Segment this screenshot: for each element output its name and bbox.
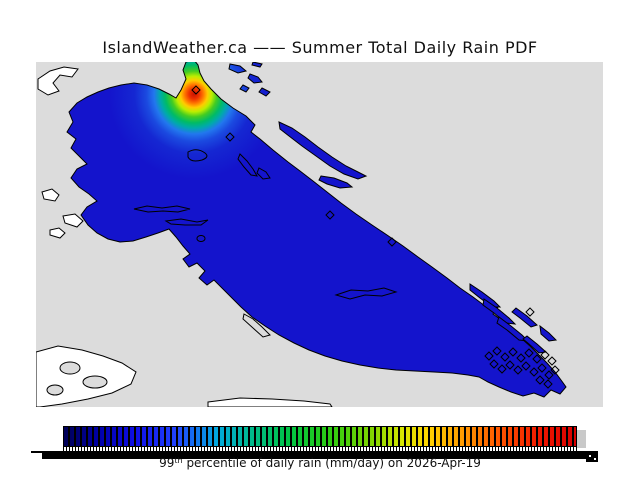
station-diamond	[532, 354, 542, 364]
denman-island	[237, 153, 258, 177]
sproat-lake	[164, 218, 209, 226]
texada-island	[278, 121, 368, 180]
west-coast-islet	[41, 188, 60, 202]
comox-lake	[187, 149, 208, 162]
caption-ordinal: th	[174, 456, 183, 465]
hornby-island	[256, 167, 271, 180]
land-bottom-shore	[207, 397, 333, 407]
station-diamond	[492, 346, 502, 356]
station-diamond	[547, 356, 557, 366]
station-diamond	[535, 375, 545, 385]
station-diamond	[540, 350, 550, 360]
colorbar	[63, 426, 577, 447]
station-diamond	[550, 365, 560, 375]
land-northwest-islet	[37, 66, 79, 96]
gulf-island	[522, 335, 548, 354]
station-diamond	[544, 370, 554, 380]
station-markers	[191, 85, 560, 389]
sound-inlet	[59, 361, 81, 375]
sound-inlet	[82, 375, 108, 389]
strait-islands	[228, 62, 558, 354]
gulf-island	[511, 307, 538, 328]
sound-inlet	[46, 384, 64, 396]
station-diamond	[225, 132, 235, 142]
station-diamond	[521, 361, 531, 371]
colorbar-left-minus-sign	[31, 451, 42, 453]
station-diamond	[525, 307, 535, 317]
station-diamond	[508, 347, 518, 357]
station-diamond	[537, 363, 547, 373]
station-diamond	[513, 365, 523, 375]
great-central-lake	[133, 205, 191, 213]
colorbar-segments	[64, 427, 576, 446]
west-coast-islet	[49, 227, 66, 239]
lasqueti-island	[318, 175, 354, 189]
colorbar-right-label-smear	[586, 451, 598, 462]
small-lake	[196, 235, 206, 242]
page-title: IslandWeather.ca —— Summer Total Daily R…	[0, 38, 640, 57]
caption-text: percentile of daily rain (mm/day) on 202…	[182, 456, 481, 470]
colorbar-ticks	[63, 447, 577, 451]
station-diamond	[325, 210, 335, 220]
title-text: IslandWeather.ca —— Summer Total Daily R…	[102, 38, 538, 57]
cowichan-lake	[334, 287, 398, 300]
gulf-island	[482, 298, 517, 325]
station-diamond	[497, 364, 507, 374]
station-diamond	[484, 351, 494, 361]
station-diamond	[505, 360, 515, 370]
station-diamond	[489, 359, 499, 369]
station-diamond	[191, 85, 201, 95]
station-diamond	[543, 379, 553, 389]
station-diamond	[524, 348, 534, 358]
caption: 99th percentile of daily rain (mm/day) o…	[0, 456, 640, 470]
caption-percentile: 99	[159, 456, 175, 470]
station-diamond	[387, 237, 397, 247]
nitinat-lake	[242, 313, 271, 338]
gulf-island	[539, 324, 558, 342]
station-diamond	[500, 352, 510, 362]
lakes	[133, 149, 398, 338]
colorbar-overflow-cap	[577, 430, 586, 448]
station-diamond	[529, 367, 539, 377]
west-coast-islet	[62, 213, 84, 228]
colorbar-label-smear	[42, 451, 587, 459]
station-diamond	[516, 353, 526, 363]
land-southwest	[36, 345, 137, 407]
gulf-island	[496, 316, 530, 342]
